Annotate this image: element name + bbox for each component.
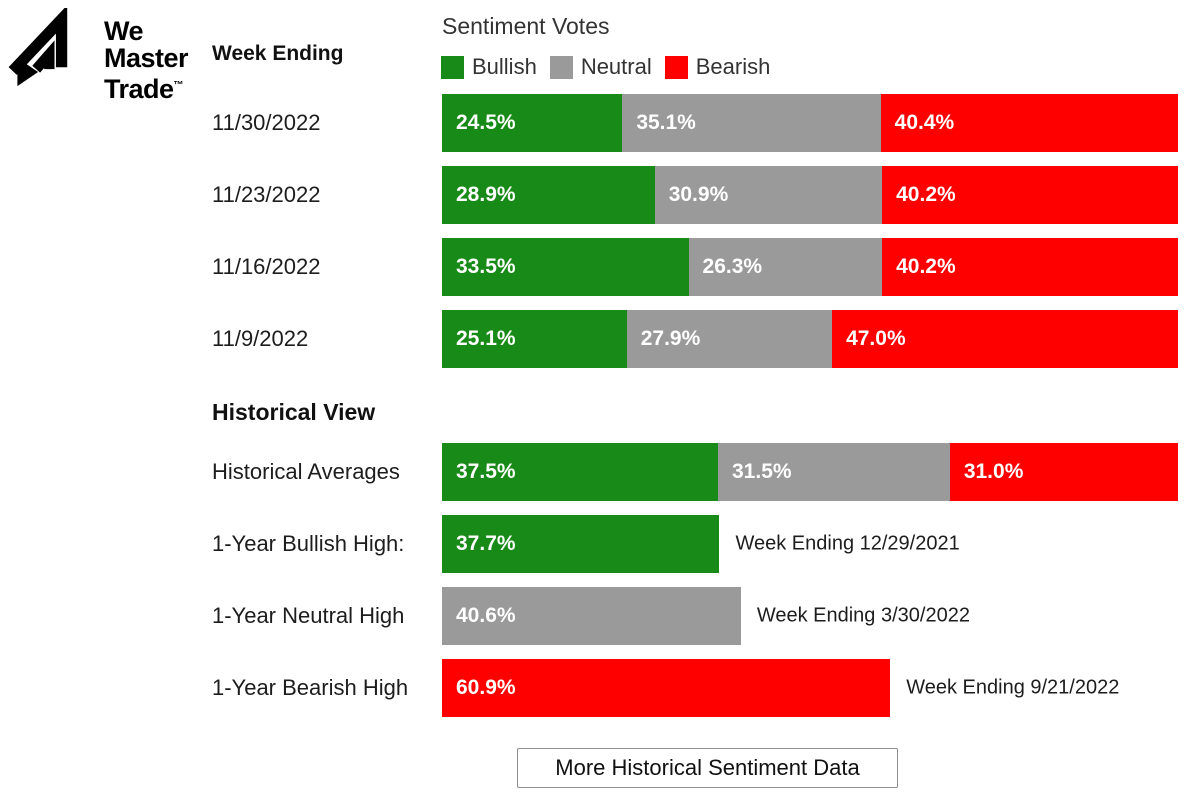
- bar-segment-neutral: 30.9%: [654, 166, 883, 224]
- week-ending-date-label: 11/30/2022: [212, 110, 321, 135]
- historical-averages-label: Historical Averages: [212, 459, 400, 484]
- chart-row: Historical Averages 37.5% 31.5% 31.0%: [0, 443, 1200, 501]
- legend-label: Neutral: [580, 54, 652, 79]
- stacked-bar: 60.9%: [442, 659, 891, 717]
- more-historical-sentiment-data-button[interactable]: More Historical Sentiment Data: [517, 748, 898, 788]
- bar-value-label: 37.5%: [456, 460, 516, 483]
- week-ending-date-label: 11/23/2022: [212, 182, 321, 207]
- bar-value-label: 30.9%: [668, 183, 729, 206]
- bar-value-label: 31.0%: [963, 460, 1024, 483]
- bar-segment-bearish: 40.2%: [882, 166, 1178, 224]
- bar-segment-bullish: 24.5%: [442, 94, 623, 152]
- bar-segment-bearish: 47.0%: [832, 310, 1178, 368]
- chart-row: 11/16/2022 33.5% 26.3% 40.2%: [0, 238, 1200, 296]
- logo-wordmark: We Master Trade™: [104, 16, 189, 104]
- bar-value-label: 33.5%: [456, 255, 516, 278]
- bar-segment-neutral: 35.1%: [622, 94, 881, 152]
- chart-title: Sentiment Votes: [442, 13, 610, 39]
- bar-value-label: 37.7%: [456, 532, 516, 555]
- wemastertrade-logo: We Master Trade™: [8, 8, 189, 104]
- bearish-swatch-icon: [664, 55, 688, 79]
- chart-row: 11/30/2022 24.5% 35.1% 40.4%: [0, 94, 1200, 152]
- one-year-high-label: 1-Year Bullish High:: [212, 531, 405, 556]
- bar-value-label: 27.9%: [640, 327, 701, 350]
- week-ending-date-label: 11/16/2022: [212, 254, 321, 279]
- chart-row: 1-Year Bearish High 60.9% Week Ending 9/21…: [0, 659, 1200, 717]
- bar-segment-neutral: 31.5%: [718, 443, 950, 501]
- stacked-bar: 25.1% 27.9% 47.0%: [442, 310, 1178, 368]
- bar-value-label: 31.5%: [732, 460, 792, 483]
- bar-value-label: 35.1%: [636, 111, 696, 134]
- chart-row: 11/9/2022 25.1% 27.9% 47.0%: [0, 310, 1200, 368]
- logo-line-trade: Trade™: [104, 74, 184, 104]
- stacked-bar: 33.5% 26.3% 40.2%: [442, 238, 1178, 296]
- bar-segment-bullish: 37.7%: [442, 515, 720, 573]
- legend-item-bearish: Bearish: [664, 54, 771, 80]
- chart-row: 1-Year Bullish High: 37.7% Week Ending 12/…: [0, 515, 1200, 573]
- legend-label: Bearish: [695, 54, 771, 79]
- stacked-bar: 37.5% 31.5% 31.0%: [442, 443, 1178, 501]
- bar-segment-bearish: 40.2%: [882, 238, 1178, 296]
- stacked-bar: 24.5% 35.1% 40.4%: [442, 94, 1178, 152]
- bar-value-label: 40.2%: [896, 183, 956, 206]
- legend-item-neutral: Neutral: [549, 54, 652, 80]
- week-ending-note: Week Ending 9/21/2022: [906, 676, 1120, 699]
- week-ending-date-label: 11/9/2022: [212, 326, 309, 351]
- neutral-swatch-icon: [549, 55, 573, 79]
- stacked-bar: 28.9% 30.9% 40.2%: [442, 166, 1178, 224]
- chart-row: 1-Year Neutral High 40.6% Week Ending 3/30…: [0, 587, 1200, 645]
- bar-segment-bearish: 31.0%: [949, 443, 1178, 501]
- legend-label: Bullish: [472, 54, 537, 79]
- bar-value-label: 40.2%: [896, 255, 956, 278]
- historical-view-title: Historical View: [212, 399, 376, 425]
- one-year-high-label: 1-Year Bearish High: [212, 675, 409, 700]
- bar-segment-bearish: 60.9%: [442, 659, 891, 717]
- bar-segment-bullish: 33.5%: [442, 238, 689, 296]
- bar-segment-neutral: 27.9%: [626, 310, 833, 368]
- bar-value-label: 40.4%: [894, 111, 955, 134]
- bar-segment-bullish: 37.5%: [442, 443, 718, 501]
- bar-segment-neutral: 26.3%: [688, 238, 883, 296]
- one-year-high-label: 1-Year Neutral High: [212, 603, 405, 628]
- legend-item-bullish: Bullish: [441, 54, 537, 80]
- bar-value-label: 40.6%: [456, 604, 516, 627]
- bar-segment-bullish: 28.9%: [442, 166, 655, 224]
- bar-value-label: 26.3%: [702, 255, 763, 278]
- bar-value-label: 60.9%: [456, 676, 516, 699]
- bar-value-label: 47.0%: [846, 327, 906, 350]
- bar-segment-neutral: 40.6%: [442, 587, 741, 645]
- bar-value-label: 24.5%: [456, 111, 516, 134]
- logo-line-master: Master: [104, 43, 189, 73]
- bar-value-label: 25.1%: [456, 327, 516, 350]
- chart-row: 11/23/2022 28.9% 30.9% 40.2%: [0, 166, 1200, 224]
- stacked-bar: 37.7%: [442, 515, 720, 573]
- bullish-swatch-icon: [441, 55, 464, 79]
- trademark-symbol: ™: [173, 80, 184, 91]
- week-ending-note: Week Ending 12/29/2021: [735, 532, 960, 555]
- chart-legend: Bullish Neutral Bearish: [441, 54, 783, 80]
- stacked-bar: 40.6%: [442, 587, 741, 645]
- bar-segment-bullish: 25.1%: [442, 310, 627, 368]
- logo-line-we: We: [104, 16, 144, 46]
- week-ending-column-header: Week Ending: [212, 42, 344, 65]
- week-ending-note: Week Ending 3/30/2022: [756, 604, 970, 627]
- bar-segment-bearish: 40.4%: [880, 94, 1178, 152]
- wemastertrade-logo-mark: [8, 8, 68, 87]
- bar-value-label: 28.9%: [456, 183, 516, 206]
